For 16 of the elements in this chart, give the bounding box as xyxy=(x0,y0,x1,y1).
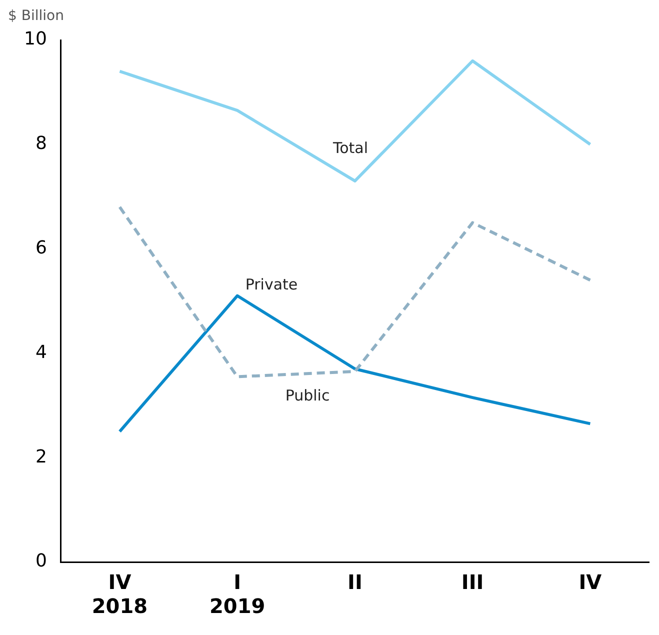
x-tick-label: II xyxy=(348,570,362,594)
line-series xyxy=(118,206,592,378)
series-label: Public xyxy=(285,386,330,405)
x-tick-label: I 2019 xyxy=(209,570,266,618)
y-tick-label: 4 xyxy=(35,342,47,363)
x-tick-label: IV xyxy=(578,570,602,594)
x-tick-label: III xyxy=(461,570,484,594)
y-tick-label: 0 xyxy=(35,550,47,572)
series-label: Private xyxy=(245,276,298,294)
y-tick-label: 10 xyxy=(24,28,47,50)
y-axis-title: $ Billion xyxy=(8,8,64,24)
y-tick-label: 2 xyxy=(35,446,47,468)
x-tick-label: IV 2018 xyxy=(92,570,148,618)
y-tick-label: 8 xyxy=(35,133,47,154)
series-label: Total xyxy=(332,138,368,157)
y-tick-label: 6 xyxy=(35,237,47,258)
